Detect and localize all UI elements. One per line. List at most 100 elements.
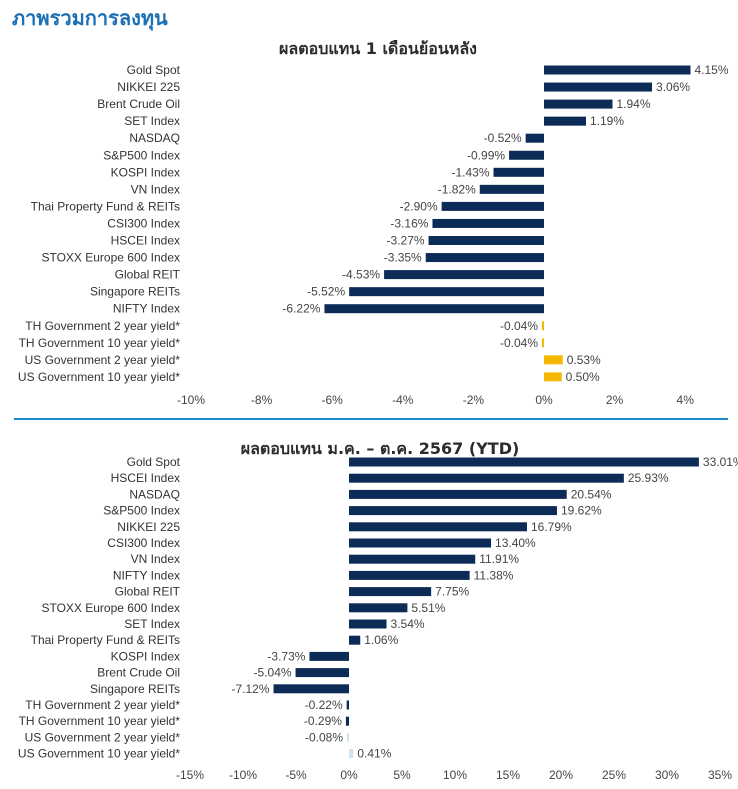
bar xyxy=(525,133,544,143)
chart-title: ผลตอบแทน 1 เดือนย้อนหลัง xyxy=(279,39,477,58)
bar xyxy=(509,150,544,160)
bar xyxy=(349,506,557,516)
bar xyxy=(441,201,544,211)
bar xyxy=(542,321,544,331)
category-label: US Government 2 year yield* xyxy=(25,730,181,744)
bar xyxy=(349,473,624,483)
bar xyxy=(432,218,544,228)
category-label: Global REIT xyxy=(115,268,181,282)
data-label: 1.94% xyxy=(616,97,650,111)
data-label: -3.16% xyxy=(390,216,428,230)
data-label: 0.53% xyxy=(567,353,601,367)
category-label: NIFTY Index xyxy=(113,568,180,582)
bar xyxy=(544,99,613,109)
data-label: -0.04% xyxy=(500,319,538,333)
category-label: TH Government 2 year yield* xyxy=(25,319,180,333)
data-label: 4.15% xyxy=(694,63,728,77)
bar xyxy=(428,236,544,245)
data-label: -3.27% xyxy=(387,234,425,248)
section-divider xyxy=(14,418,728,420)
category-label: TH Government 10 year yield* xyxy=(19,336,181,350)
x-tick-label: 10% xyxy=(443,768,467,782)
data-label: -0.04% xyxy=(500,336,538,350)
category-label: NIKKEI 225 xyxy=(117,80,180,94)
category-label: HSCEI Index xyxy=(111,234,180,248)
bar xyxy=(349,522,527,532)
category-label: STOXX Europe 600 Index xyxy=(41,251,180,265)
data-label: -0.22% xyxy=(305,698,343,712)
bar xyxy=(324,304,544,314)
x-tick-label: -6% xyxy=(322,393,344,407)
category-label: Global REIT xyxy=(115,585,181,599)
bar xyxy=(346,700,349,710)
x-tick-label: -5% xyxy=(285,768,307,782)
category-label: CSI300 Index xyxy=(107,536,180,550)
x-tick-label: 4% xyxy=(677,393,695,407)
category-label: S&P500 Index xyxy=(103,148,180,162)
bar xyxy=(544,355,563,365)
category-label: NASDAQ xyxy=(129,487,180,501)
x-tick-label: 0% xyxy=(535,393,553,407)
data-label: 7.75% xyxy=(435,585,469,599)
x-tick-label: -10% xyxy=(229,768,257,782)
data-label: 19.62% xyxy=(561,504,602,518)
category-label: TH Government 2 year yield* xyxy=(25,698,180,712)
bar xyxy=(309,651,349,661)
data-label: -3.73% xyxy=(267,649,305,663)
x-tick-label: -8% xyxy=(251,393,273,407)
bar xyxy=(349,570,470,580)
bar xyxy=(273,684,349,694)
data-label: 16.79% xyxy=(531,520,572,534)
category-label: SET Index xyxy=(124,114,180,128)
category-label: KOSPI Index xyxy=(111,649,180,663)
x-tick-label: 35% xyxy=(708,768,732,782)
bar xyxy=(349,749,354,759)
x-tick-label: 5% xyxy=(393,768,411,782)
bar xyxy=(349,587,432,597)
data-label: 5.51% xyxy=(411,601,445,615)
ytd-return-chart: ผลตอบแทน ม.ค. – ต.ค. 2567 (YTD) -15% -10%… xyxy=(18,439,738,782)
category-label: SET Index xyxy=(124,617,180,631)
category-label: Thai Property Fund & REITs xyxy=(31,199,180,213)
data-label: -0.99% xyxy=(467,148,505,162)
bar xyxy=(544,116,587,126)
data-label: -4.53% xyxy=(342,268,380,282)
category-label: US Government 2 year yield* xyxy=(25,353,181,367)
bar xyxy=(544,82,653,92)
category-label: VN Index xyxy=(131,552,180,566)
category-label: Brent Crude Oil xyxy=(97,97,180,111)
category-label: Singapore REITs xyxy=(90,285,180,299)
bar xyxy=(384,270,544,280)
data-label: -1.82% xyxy=(438,182,476,196)
data-label: 20.54% xyxy=(571,487,612,501)
data-label: 25.93% xyxy=(628,471,669,485)
bar xyxy=(542,338,544,348)
x-tick-label: -4% xyxy=(392,393,414,407)
x-tick-label: 30% xyxy=(655,768,679,782)
bar xyxy=(349,554,476,564)
bar xyxy=(349,489,567,499)
bar xyxy=(349,635,361,645)
category-label: Thai Property Fund & REITs xyxy=(31,633,180,647)
bar xyxy=(544,372,562,382)
data-label: 13.40% xyxy=(495,536,536,550)
category-label: TH Government 10 year yield* xyxy=(19,714,181,728)
x-tick-label: -10% xyxy=(177,393,205,407)
category-label: STOXX Europe 600 Index xyxy=(41,601,180,615)
bar xyxy=(347,732,349,742)
data-label: -3.35% xyxy=(384,251,422,265)
bar xyxy=(349,457,699,467)
bar xyxy=(349,287,544,297)
data-label: 33.01% xyxy=(703,455,738,469)
chart-title: ผลตอบแทน ม.ค. – ต.ค. 2567 (YTD) xyxy=(241,439,520,458)
bar xyxy=(295,668,349,678)
data-label: 11.91% xyxy=(479,552,519,566)
data-label: 3.54% xyxy=(391,617,425,631)
data-label: -6.22% xyxy=(282,302,320,316)
data-label: -1.43% xyxy=(451,165,489,179)
data-label: -7.12% xyxy=(231,682,269,696)
category-label: NASDAQ xyxy=(129,131,180,145)
x-tick-label: 25% xyxy=(602,768,626,782)
data-label: -5.52% xyxy=(307,285,345,299)
data-label: 0.41% xyxy=(357,747,391,761)
